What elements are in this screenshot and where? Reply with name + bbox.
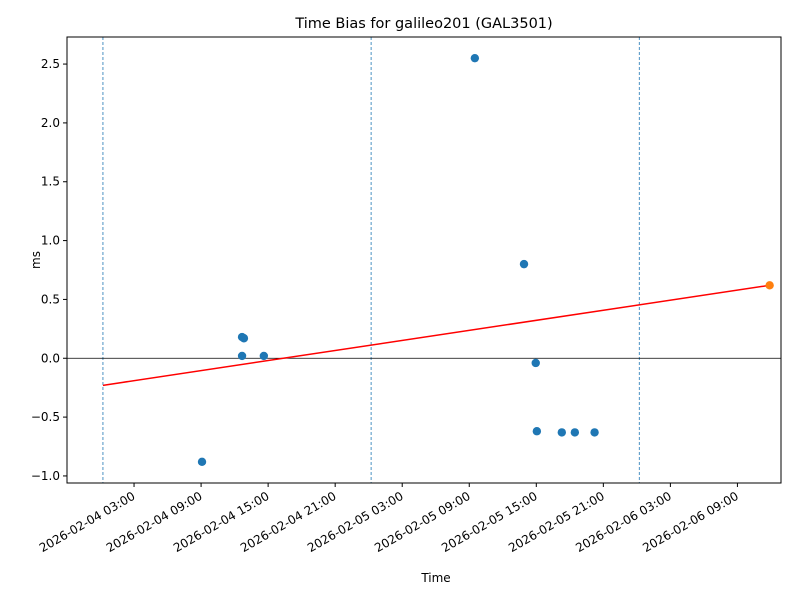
trend-line (102, 284, 770, 387)
point (557, 428, 567, 437)
y-tick-label: −1.0 (31, 469, 60, 483)
y-tick-label: 1.0 (41, 234, 60, 248)
point (765, 281, 774, 290)
y-tick-label: 1.5 (41, 175, 60, 189)
point (519, 259, 529, 269)
y-tick-label: 0.5 (41, 292, 60, 306)
y-tick-label: −0.5 (31, 410, 60, 424)
point (590, 428, 599, 437)
point (531, 358, 540, 368)
y-axis-label: ms (29, 251, 43, 269)
y-tick-label: 0.0 (41, 351, 60, 365)
point (570, 428, 580, 437)
chart-title: Time Bias for galileo201 (GAL3501) (294, 16, 552, 32)
point (470, 53, 480, 63)
y-tick-label: 2.0 (41, 116, 60, 130)
y-tick-label: 2.5 (41, 57, 60, 71)
x-axis-label: Time (420, 571, 450, 585)
point (259, 351, 269, 361)
point (532, 427, 542, 436)
plot-frame (66, 36, 782, 484)
point (239, 334, 249, 343)
point (237, 351, 247, 361)
point (197, 457, 207, 467)
